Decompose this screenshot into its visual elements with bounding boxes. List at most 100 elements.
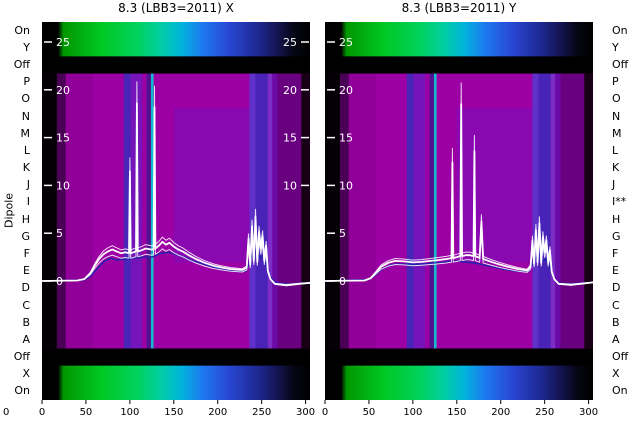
dipole-row-label: I (26, 195, 30, 209)
dipole-row-label: K (612, 161, 620, 175)
dipole-row-label: On (612, 384, 628, 398)
x-tick-label: 0 (39, 407, 45, 418)
dipole-row-label: Off (612, 350, 629, 364)
y-tick-label-right: 20 (283, 84, 297, 97)
right-axis-labels: On Y Off P O N M L K J I** H G F E D C B A Off X On (606, 0, 640, 440)
dipole-row-label: A (612, 332, 620, 346)
dipole-row-label: J (612, 178, 616, 192)
heatmap-column (560, 73, 585, 349)
heatmap-column (413, 73, 426, 349)
dipole-row-label: E (612, 264, 619, 278)
x-tick-label: 0 (322, 407, 328, 418)
heatmap-band (325, 22, 593, 57)
heatmap-column (429, 73, 434, 349)
heatmap-column (339, 73, 349, 349)
dipole-row-label: J (26, 178, 30, 192)
heatmap-column (277, 73, 302, 349)
dipole-row-label: P (612, 75, 619, 89)
y-tick-label: 5 (339, 227, 346, 240)
dipole-row-label: On (612, 23, 628, 37)
dipole-row-label: O (21, 92, 30, 106)
heatmap-column (532, 73, 539, 349)
dipole-row-label: M (612, 126, 622, 140)
heatmap-column (42, 73, 57, 349)
heatmap-column (584, 73, 593, 349)
y-tick-label: 15 (339, 132, 353, 145)
y-tick-label: 25 (56, 36, 70, 49)
dipole-row-label: C (612, 298, 620, 312)
dipole-row-label: F (23, 246, 30, 260)
x-tick-label: 100 (403, 407, 422, 418)
heatmap-band (325, 365, 593, 400)
y-tick-label: 25 (339, 36, 353, 49)
trace-blue (324, 253, 594, 285)
y-tick-label: 15 (56, 132, 70, 145)
dipole-row-label: B (22, 315, 30, 329)
dipole-row-label: P (23, 75, 30, 89)
panel-title-y: 8.3 (LBB3=2011) Y (401, 1, 517, 15)
dipole-row-label: E (23, 264, 30, 278)
y-tick-label: 20 (56, 84, 70, 97)
dipole-row-label: B (612, 315, 620, 329)
dipole-row-label: X (22, 367, 30, 381)
y-tick-label: 0 (56, 275, 63, 288)
heatmap-panel-y: 25 20 15 10 5 0 0 50 100 150 200 250 300 (322, 22, 598, 418)
heatmap-column (325, 73, 340, 349)
x-tick-label: 50 (80, 407, 93, 418)
dipole-row-label: Off (13, 350, 30, 364)
dipole-row-label: H (21, 212, 30, 226)
x-tick-label: 150 (447, 407, 466, 418)
y-tick-label-right: 25 (283, 36, 297, 49)
x-tick-label: 300 (579, 407, 598, 418)
heatmap-column (146, 73, 151, 349)
dipole-row-label: D (612, 281, 621, 295)
trace-white-main (41, 102, 311, 287)
heatmap-patch (456, 107, 533, 263)
dipole-row-label: Off (612, 57, 629, 71)
heatmap-column (123, 73, 131, 349)
y-tick-label: 5 (56, 227, 63, 240)
heatmap-column (56, 73, 66, 349)
x-tick-label: 300 (296, 407, 315, 418)
y-tick-label-right: 15 (283, 132, 297, 145)
trace-white-main (324, 103, 594, 286)
dipole-row-label: M (20, 126, 31, 140)
dipole-row-label: K (22, 161, 30, 175)
dipole-row-label: Y (23, 40, 30, 54)
trace-white-spread-low (324, 135, 594, 285)
heatmap-column (150, 73, 154, 349)
heatmap-column (249, 73, 256, 349)
dipole-row-label: O (612, 92, 621, 106)
heatmap-patch (173, 107, 250, 263)
heatmap-column (433, 73, 437, 349)
heatmap-column (555, 73, 561, 349)
trace-white-spread-low (41, 134, 311, 285)
x-tick-label: 50 (363, 407, 376, 418)
y-tick-label: 20 (339, 84, 353, 97)
x-tick-label: 200 (208, 407, 227, 418)
x-tick-label: 200 (491, 407, 510, 418)
heatmap-column (267, 73, 273, 349)
dipole-row-label: A (22, 332, 30, 346)
heatmap-column (65, 73, 93, 349)
heatmap-column (538, 73, 551, 349)
x-tick-label: 250 (252, 407, 271, 418)
dipole-row-label: Off (13, 57, 30, 71)
dipole-row-label: N (612, 109, 621, 123)
dipole-row-label: X (612, 367, 620, 381)
x-tick-label: 100 (120, 407, 139, 418)
corner-tick-label: 0 (3, 407, 10, 418)
dipole-row-label: On (14, 23, 30, 37)
left-axis-labels: On Y Off P O N M L K J I H G F E D C B A Off X On (0, 0, 34, 440)
heatmap-band (42, 365, 310, 400)
y-tick-label-right: 10 (283, 179, 297, 192)
y-tick-label: 10 (56, 179, 70, 192)
dipole-row-label: L (612, 143, 619, 157)
heatmap-column (272, 73, 278, 349)
heatmap-panel-x: 25 20 15 10 5 0 25 20 15 10 0 50 100 150 200 250 300 (39, 22, 315, 418)
heatmap-column (406, 73, 414, 349)
dipole-row-label: G (21, 229, 30, 243)
dipole-row-label: C (22, 298, 30, 312)
dipole-row-label: On (14, 384, 30, 398)
heatmap-column (550, 73, 556, 349)
